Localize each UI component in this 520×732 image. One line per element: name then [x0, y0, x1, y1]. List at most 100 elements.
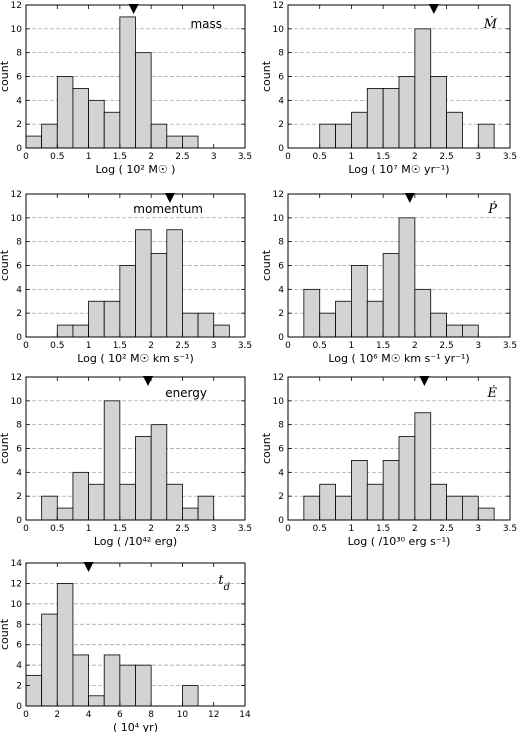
y-axis-label: count — [260, 60, 273, 92]
x-tick-label: 0.5 — [313, 152, 327, 162]
histogram-bar — [119, 265, 136, 338]
histogram-bar — [56, 76, 74, 149]
x-tick-label: 3 — [475, 524, 481, 534]
y-tick-label: 6 — [278, 73, 284, 83]
x-tick-label: 2 — [148, 152, 154, 162]
x-tick-label: 2.5 — [175, 524, 189, 534]
histogram-bar — [319, 483, 336, 521]
y-axis-label: count — [260, 249, 273, 281]
histogram-bar — [335, 495, 352, 521]
histogram-bar — [477, 507, 495, 521]
x-axis-label: Log ( 10² M☉ km s⁻¹) — [77, 352, 194, 365]
y-tick-label: 12 — [273, 1, 284, 11]
histogram-bar — [150, 253, 168, 338]
y-tick-label: 0 — [16, 702, 22, 712]
x-axis-label: Log ( /10³⁰ erg s⁻¹) — [348, 535, 451, 548]
histogram-bar — [366, 88, 384, 149]
x-tick-label: 3.5 — [503, 341, 517, 351]
y-tick-label: 10 — [11, 600, 23, 610]
histogram-bar — [41, 495, 58, 521]
median-marker — [428, 4, 439, 14]
y-tick-label: 10 — [273, 25, 285, 35]
x-tick-label: 0.5 — [313, 341, 327, 351]
x-tick-label: 0 — [285, 524, 291, 534]
y-tick-label: 4 — [16, 285, 22, 295]
panel-title: Ṗ — [487, 200, 497, 217]
x-tick-label: 0 — [23, 341, 29, 351]
y-axis-label: count — [260, 432, 273, 464]
y-tick-label: 8 — [16, 238, 22, 248]
y-tick-label: 6 — [16, 73, 22, 83]
histogram-bar — [166, 229, 183, 338]
histogram-bar — [103, 111, 121, 149]
x-tick-label: 2.5 — [439, 152, 453, 162]
histogram-bar — [103, 400, 121, 521]
x-tick-label: 1.5 — [113, 524, 127, 534]
y-tick-label: 8 — [278, 421, 284, 431]
y-tick-label: 0 — [278, 333, 284, 343]
y-tick-label: 8 — [16, 421, 22, 431]
x-tick-label: 1 — [86, 341, 92, 351]
y-tick-label: 10 — [11, 25, 23, 35]
x-tick-label: 1 — [86, 152, 92, 162]
histogram-panel-4: 0 0.5 1 1.5 2 2.5 3 3.5 0 2 4 6 8 10 12 count Log ( 10⁶ … — [260, 190, 517, 365]
x-tick-label: 3.5 — [238, 524, 252, 534]
histogram-bar — [56, 324, 74, 338]
y-tick-label: 8 — [278, 49, 284, 59]
histogram-bar — [25, 135, 43, 149]
y-tick-label: 10 — [11, 397, 23, 407]
y-tick-label: 4 — [278, 96, 284, 106]
y-tick-label: 14 — [11, 559, 23, 569]
x-tick-label: 3 — [211, 152, 217, 162]
y-tick-label: 2 — [16, 682, 22, 692]
y-axis-label: count — [0, 60, 11, 92]
x-tick-label: 2.5 — [439, 341, 453, 351]
x-tick-label: 1.5 — [113, 152, 127, 162]
y-tick-label: 4 — [16, 96, 22, 106]
x-tick-label: 0.5 — [50, 524, 64, 534]
y-tick-label: 10 — [11, 214, 23, 224]
x-tick-label: 1 — [349, 524, 355, 534]
histogram-bar — [135, 436, 152, 521]
histogram-bar — [182, 685, 199, 707]
histogram-bar — [366, 483, 384, 521]
histogram-bar — [56, 583, 74, 707]
y-tick-label: 6 — [16, 641, 22, 651]
x-tick-label: 3 — [211, 341, 217, 351]
histogram-bar — [25, 674, 43, 707]
histogram-bar — [446, 495, 463, 521]
histogram-bar — [103, 654, 121, 707]
x-tick-label: 4 — [86, 710, 92, 720]
histogram-bar — [103, 300, 121, 338]
histogram-panel-5: 0 0.5 1 1.5 2 2.5 3 3.5 0 2 4 6 8 10 12 count Log ( /10⁴… — [0, 373, 252, 548]
histogram-bar — [351, 460, 368, 521]
histogram-bar — [477, 123, 495, 149]
x-tick-label: 0 — [23, 524, 29, 534]
y-tick-label: 12 — [11, 1, 22, 11]
histogram-bar — [72, 324, 89, 338]
histogram-bar — [41, 613, 58, 707]
y-tick-label: 10 — [273, 397, 285, 407]
x-tick-label: 2 — [54, 710, 60, 720]
histogram-bar — [88, 300, 105, 338]
y-axis-label: count — [0, 618, 11, 650]
y-tick-label: 2 — [278, 120, 284, 130]
histogram-panel-2: 0 0.5 1 1.5 2 2.5 3 3.5 0 2 4 6 8 10 12 count Log ( 10⁷ … — [260, 1, 517, 176]
histogram-bar — [430, 76, 447, 149]
histogram-bar — [430, 312, 447, 338]
x-tick-label: 3 — [211, 524, 217, 534]
y-tick-label: 4 — [16, 468, 22, 478]
histogram-bar — [351, 265, 368, 338]
histogram-bar — [88, 99, 105, 149]
y-tick-label: 12 — [273, 190, 284, 200]
y-tick-label: 6 — [16, 262, 22, 272]
panel-title: mass — [190, 17, 222, 31]
histogram-bar — [182, 135, 199, 149]
histogram-bar — [446, 324, 463, 338]
histogram-bar — [382, 253, 400, 338]
histogram-bar — [135, 664, 152, 707]
y-tick-label: 2 — [16, 120, 22, 130]
histogram-bar — [88, 695, 105, 707]
x-tick-label: 0.5 — [50, 341, 64, 351]
y-tick-label: 12 — [273, 373, 284, 383]
